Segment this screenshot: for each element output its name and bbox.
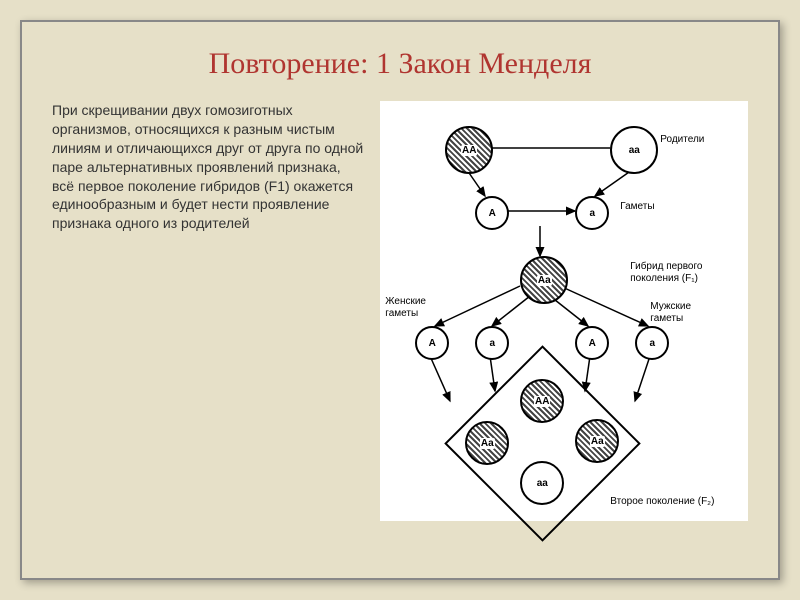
diagram-label: гаметы [650, 313, 683, 324]
genotype-node-o2: Аа [465, 421, 509, 465]
genotype-node-p1: АА [445, 126, 493, 174]
genotype-label: А [489, 208, 496, 219]
diagram-label: Женские [385, 296, 426, 307]
diagram-label: поколения (F₁) [630, 273, 698, 284]
slide-frame: Повторение: 1 Закон Менделя При скрещива… [20, 20, 780, 580]
mendel-diagram: ААааАаАаАаАаАААаАаааРодителиГаметыГибрид… [380, 101, 748, 521]
genotype-label: аа [629, 145, 640, 156]
genotype-node-g2: а [575, 196, 609, 230]
genotype-node-o1: АА [520, 379, 564, 423]
genotype-label: А [589, 338, 596, 349]
genotype-node-g1: А [475, 196, 509, 230]
genotype-node-o3: Аа [575, 419, 619, 463]
diagram-label: гаметы [385, 308, 418, 319]
diagram-label: Второе поколение (F₂) [610, 496, 714, 507]
diagram-label: Гибрид первого [630, 261, 702, 272]
genotype-node-p2: аа [610, 126, 658, 174]
genotype-label: а [589, 208, 595, 219]
genotype-label: АА [461, 145, 477, 156]
genotype-node-mg2: а [635, 326, 669, 360]
content-row: При скрещивании двух гомозиготных органи… [22, 91, 778, 541]
genotype-label: Аа [537, 275, 552, 286]
diagram-label: Мужские [650, 301, 691, 312]
diagram-label: Родители [660, 134, 704, 145]
genotype-node-fg1: А [415, 326, 449, 360]
genotype-node-o4: аа [520, 461, 564, 505]
diagram-label: Гаметы [620, 201, 654, 212]
genotype-label: а [489, 338, 495, 349]
genotype-label: Аа [590, 436, 605, 447]
paragraph: При скрещивании двух гомозиготных органи… [52, 101, 380, 521]
genotype-node-f1: Аа [520, 256, 568, 304]
genotype-label: а [649, 338, 655, 349]
genotype-node-mg1: А [575, 326, 609, 360]
genotype-label: аа [537, 478, 548, 489]
genotype-node-fg2: а [475, 326, 509, 360]
genotype-label: Аа [480, 438, 495, 449]
slide-title: Повторение: 1 Закон Менделя [22, 22, 778, 91]
genotype-label: АА [534, 396, 550, 407]
genotype-label: А [429, 338, 436, 349]
